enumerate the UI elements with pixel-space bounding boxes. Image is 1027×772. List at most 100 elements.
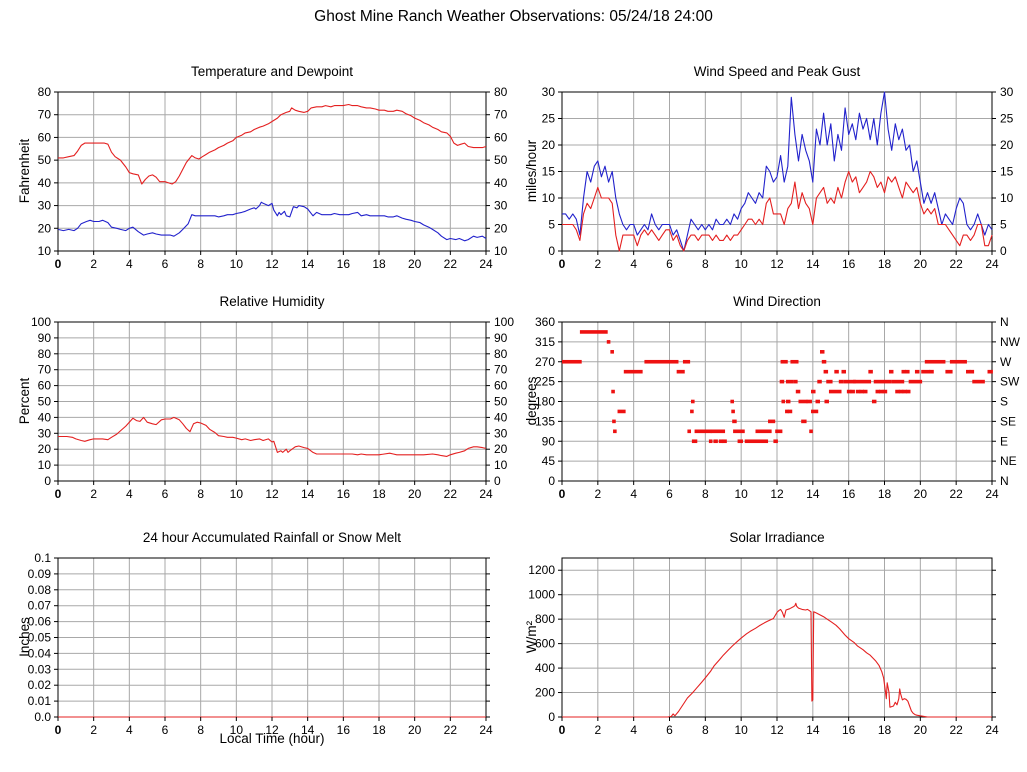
y-tick-label: 10 — [542, 191, 556, 205]
x-tick-label: 18 — [372, 257, 386, 271]
x-tick-label: 0 — [55, 487, 62, 501]
wind-direction-mark — [755, 429, 772, 434]
plot-border — [57, 557, 487, 718]
y-tick-label-right: 20 — [1000, 138, 1014, 152]
x-tick-label: 22 — [949, 723, 963, 737]
y-tick-label: 20 — [542, 138, 556, 152]
wind-direction-mark — [694, 429, 712, 434]
wind-direction-mark — [768, 419, 776, 424]
x-tick-label: 2 — [90, 257, 97, 271]
wind-direction-mark — [579, 330, 608, 334]
y-tick-label-right: 30 — [494, 426, 508, 440]
x-tick-label: 10 — [734, 257, 748, 271]
x-tick-label: 0 — [55, 257, 62, 271]
x-tick-label: 14 — [806, 487, 820, 501]
wind-direction-mark — [846, 389, 852, 394]
x-tick-label: 14 — [806, 257, 820, 271]
chart-title-relative-humidity: Relative Humidity — [219, 294, 325, 309]
wind-direction-mark — [929, 369, 934, 374]
wind-direction-mark — [819, 350, 825, 354]
x-tick-label: 2 — [90, 723, 97, 737]
x-tick-label: 10 — [230, 257, 244, 271]
wind-direction-mark — [809, 429, 813, 434]
x-tick-label: 16 — [337, 487, 351, 501]
x-axis-label: Local Time (hour) — [219, 731, 325, 746]
wind-direction-mark — [853, 379, 872, 384]
wind-direction-mark — [710, 429, 726, 434]
x-tick-label: 22 — [949, 487, 963, 501]
wind-direction-mark — [908, 379, 923, 384]
x-tick-label: 22 — [444, 257, 458, 271]
x-tick-label: 18 — [878, 487, 892, 501]
y-tick-label: 45 — [542, 454, 556, 468]
y-tick-label: 40 — [38, 410, 52, 424]
wind-direction-mark — [781, 399, 786, 404]
chart-title-temperature-dewpoint: Temperature and Dewpoint — [190, 64, 354, 79]
wind-direction-mark — [862, 389, 868, 394]
y-tick-label-right: N — [1000, 474, 1009, 488]
y-tick-label: 30 — [38, 426, 52, 440]
x-tick-label: 22 — [949, 257, 963, 271]
y-tick-label: 30 — [38, 199, 52, 213]
wind-speed-line — [562, 170, 993, 252]
y-tick-label-right: 10 — [494, 244, 508, 258]
wind-direction-mark — [873, 379, 892, 384]
y-tick-label: 0.1 — [34, 551, 51, 565]
y-tick-label: 70 — [38, 108, 52, 122]
page-title: Ghost Mine Ranch Weather Observations: 0… — [314, 8, 713, 25]
x-tick-label: 10 — [734, 723, 748, 737]
wind-direction-mark — [811, 389, 816, 394]
wind-direction-mark — [834, 369, 839, 374]
x-tick-label: 6 — [666, 487, 673, 501]
x-tick-label: 24 — [985, 723, 999, 737]
y-tick-label: 80 — [38, 85, 52, 99]
wind-direction-mark — [949, 359, 967, 364]
wind-direction-mark — [690, 409, 694, 414]
wind-direction-mark — [914, 369, 920, 374]
x-tick-label: 4 — [126, 487, 133, 501]
wind-direction-mark — [787, 409, 793, 414]
y-tick-label-right: 10 — [1000, 191, 1014, 205]
wind-direction-mark — [821, 359, 827, 364]
x-tick-label: 18 — [372, 487, 386, 501]
wind-direction-mark — [785, 399, 791, 404]
y-tick-label-right: 40 — [494, 176, 508, 190]
y-tick-label: 0 — [548, 244, 555, 258]
wind-direction-mark — [682, 359, 691, 364]
y-tick-label: 70 — [38, 363, 52, 377]
y-axis-label-fahrenheit: Fahrenheit — [17, 138, 32, 204]
wind-direction-mark — [838, 379, 844, 384]
y-tick-label-right: 40 — [494, 410, 508, 424]
wind-direction-mark — [793, 379, 798, 384]
relative-humidity-line — [58, 416, 487, 457]
wind-direction-mark — [779, 379, 785, 384]
x-tick-label: 8 — [197, 487, 204, 501]
y-tick-label: 0 — [548, 710, 555, 724]
wind-direction-mark — [801, 419, 807, 424]
y-tick-label: 0 — [548, 474, 555, 488]
x-tick-label: 12 — [265, 257, 279, 271]
wind-direction-mark — [882, 389, 888, 394]
x-tick-label: 16 — [842, 257, 856, 271]
x-tick-label: 4 — [630, 487, 637, 501]
wind-direction-mark — [855, 389, 861, 394]
wind-direction-mark — [966, 369, 971, 374]
wind-direction-mark — [811, 409, 819, 414]
wind-direction-mark — [843, 379, 856, 384]
wind-direction-mark — [731, 409, 735, 414]
x-tick-label: 6 — [162, 487, 169, 501]
x-tick-label: 6 — [162, 257, 169, 271]
wind-direction-mark — [898, 389, 904, 394]
wind-direction-mark — [775, 429, 783, 434]
x-tick-label: 12 — [770, 487, 784, 501]
x-tick-label: 24 — [479, 723, 493, 737]
wind-direction-mark — [606, 340, 611, 344]
wind-direction-mark — [795, 389, 801, 394]
y-axis-label-wm2: W/m² — [524, 620, 539, 654]
x-tick-label: 8 — [702, 257, 709, 271]
y-tick-label-right: 80 — [494, 85, 508, 99]
x-tick-label: 20 — [408, 257, 422, 271]
x-tick-label: 20 — [914, 723, 928, 737]
y-tick-label-right: 50 — [494, 153, 508, 167]
